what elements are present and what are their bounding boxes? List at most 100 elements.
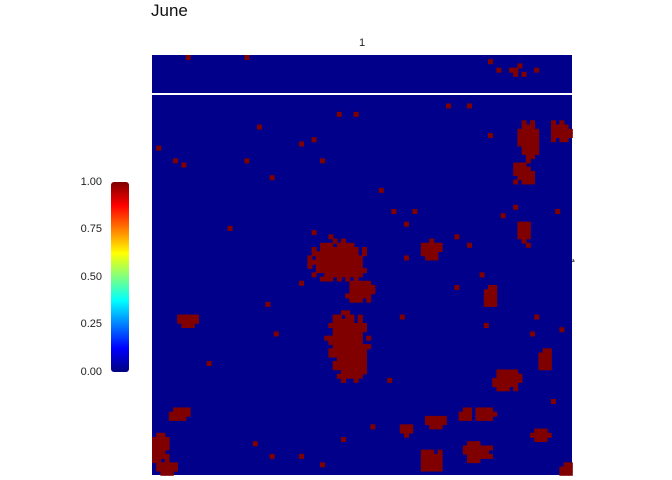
- heatmap-cell: [366, 285, 372, 290]
- heatmap-cell: [559, 327, 565, 333]
- heatmap-cell: [530, 331, 535, 337]
- heatmap-cell: [437, 242, 443, 248]
- heatmap-cell: [479, 415, 485, 421]
- heatmap-cell: [551, 120, 556, 126]
- heatmap-cell: [362, 365, 367, 371]
- heatmap-cell: [517, 377, 523, 383]
- heatmap-cell: [500, 373, 506, 379]
- heatmap-cell: [353, 268, 359, 274]
- heatmap-cell: [345, 314, 351, 320]
- heatmap-cell: [320, 255, 325, 261]
- heatmap-cell: [311, 230, 317, 236]
- heatmap-cell: [429, 458, 435, 464]
- heatmap-cell: [177, 407, 183, 413]
- heatmap-cell: [513, 204, 519, 210]
- heatmap-cell: [517, 141, 523, 147]
- heatmap-cell: [332, 238, 338, 244]
- heatmap-cell: [492, 293, 498, 299]
- heatmap-cell: [496, 377, 502, 383]
- heatmap-cell: [429, 420, 435, 426]
- heatmap-cell: [315, 255, 321, 261]
- heatmap-cell: [425, 247, 430, 252]
- heatmap-cell: [551, 128, 556, 134]
- heatmap-cell: [332, 323, 338, 328]
- heatmap-cell: [425, 251, 430, 257]
- heatmap-cell: [328, 255, 334, 261]
- heatmap-cell: [521, 71, 527, 77]
- heatmap-cell: [521, 162, 527, 168]
- heatmap-cell: [349, 251, 355, 257]
- heatmap-cell: [269, 175, 275, 181]
- heatmap-cell: [173, 411, 178, 417]
- heatmap-cell: [156, 466, 162, 472]
- heatmap-cell: [336, 365, 342, 371]
- heatmap-cell: [332, 259, 338, 265]
- heatmap-cell: [534, 137, 540, 143]
- heatmap-cell: [542, 365, 548, 371]
- heatmap-cell: [530, 149, 535, 155]
- heatmap-panel-main: [152, 95, 573, 476]
- heatmap-cell: [345, 348, 351, 354]
- heatmap-cell: [341, 255, 346, 261]
- heatmap-cell: [353, 111, 359, 117]
- heatmap-cell: [164, 470, 170, 476]
- heatmap-cell: [357, 268, 363, 274]
- heatmap-cell: [420, 251, 426, 257]
- heatmap-cell: [546, 356, 552, 362]
- heatmap-cell: [152, 445, 157, 451]
- heatmap-cell: [349, 327, 355, 333]
- heatmap-cell: [332, 272, 338, 278]
- heatmap-cell: [521, 124, 527, 130]
- heatmap-cell: [563, 133, 569, 138]
- heatmap-cell: [429, 415, 435, 421]
- heatmap-cell: [517, 234, 523, 240]
- heatmap-cell: [433, 424, 439, 430]
- heatmap-cell: [534, 133, 540, 138]
- heatmap-cell: [353, 323, 359, 328]
- heatmap-cell: [462, 449, 468, 455]
- heatmap-cell: [164, 458, 170, 464]
- heatmap-cell: [563, 466, 569, 472]
- heatmap-cell: [433, 242, 439, 248]
- heatmap-cell: [336, 361, 342, 366]
- heatmap-cell: [341, 251, 346, 257]
- heatmap-cell: [189, 318, 195, 324]
- heatmap-cell: [341, 356, 346, 362]
- heatmap-cell: [525, 166, 531, 172]
- heatmap-cell: [509, 369, 514, 375]
- heatmap-cell: [492, 285, 498, 290]
- heatmap-cell: [328, 247, 334, 252]
- heatmap-cell: [177, 314, 183, 320]
- heatmap-cell: [357, 356, 363, 362]
- heatmap-cell: [517, 63, 523, 69]
- heatmap-cell: [378, 187, 384, 193]
- heatmap-cell: [336, 276, 342, 282]
- heatmap-cell: [164, 462, 170, 468]
- heatmap-cell: [534, 432, 540, 438]
- heatmap-cell: [315, 268, 321, 274]
- heatmap-cell: [492, 411, 498, 417]
- heatmap-cell: [366, 293, 372, 299]
- heatmap-cell: [425, 255, 430, 261]
- heatmap-cell: [437, 420, 443, 426]
- heatmap-cell: [500, 213, 506, 219]
- heatmap-cell: [437, 247, 443, 252]
- heatmap-cell: [483, 289, 489, 295]
- heatmap-cell: [345, 344, 351, 350]
- heatmap-cell: [509, 373, 514, 379]
- heatmap-cell: [492, 301, 498, 307]
- heatmap-cell: [513, 369, 519, 375]
- heatmap-cell: [399, 424, 405, 430]
- heatmap-cell: [341, 437, 346, 442]
- heatmap-cell: [341, 247, 346, 252]
- heatmap-cell: [429, 238, 435, 244]
- heatmap-cell: [332, 247, 338, 252]
- heatmap-cell: [479, 449, 485, 455]
- heatmap-cell: [349, 323, 355, 328]
- heatmap-cell: [341, 318, 346, 324]
- heatmap-cell: [257, 124, 262, 130]
- heatmap-cell: [353, 352, 359, 358]
- heatmap-cell: [517, 133, 523, 138]
- heatmap-cell: [345, 251, 351, 257]
- heatmap-cell: [517, 166, 523, 172]
